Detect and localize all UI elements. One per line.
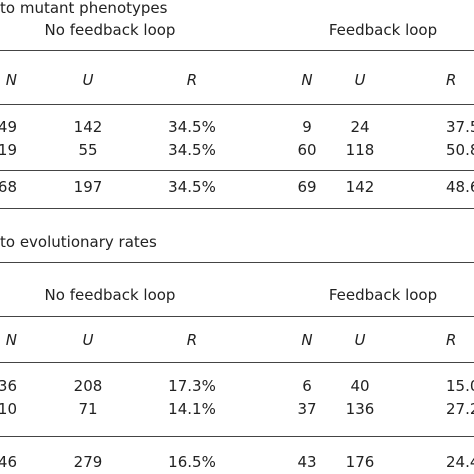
total-cell: 279 [73, 453, 103, 471]
table-rule [0, 50, 474, 51]
table-cell: 24 [350, 118, 370, 136]
column-header: U [354, 71, 366, 89]
table-cell: 14.1% [168, 400, 216, 418]
column-header: R [186, 71, 198, 89]
group-header: No feedback loop [44, 286, 176, 304]
table-cell: 19 [0, 141, 17, 159]
column-header: U [354, 331, 366, 349]
table-rule [0, 208, 474, 209]
total-cell: 68 [0, 178, 17, 196]
total-cell: 43 [297, 453, 317, 471]
group-header: No feedback loop [44, 21, 176, 39]
column-header: R [186, 331, 198, 349]
column-header: N [5, 71, 17, 89]
column-header: N [5, 331, 17, 349]
table-cell: 15.0 [446, 377, 474, 395]
table-cell: 142 [73, 118, 103, 136]
table-rule [0, 362, 474, 363]
total-cell: 16.5% [168, 453, 216, 471]
table-cell: 27.2 [446, 400, 474, 418]
total-cell: 48.6 [446, 178, 474, 196]
total-cell: 176 [345, 453, 375, 471]
table-cell: 9 [302, 118, 312, 136]
table-cell: 40 [350, 377, 370, 395]
table-rule [0, 104, 474, 105]
table-rule [0, 436, 474, 437]
table-cell: 55 [78, 141, 98, 159]
total-cell: 34.5% [168, 178, 216, 196]
table-cell: 118 [345, 141, 375, 159]
total-cell: 142 [345, 178, 375, 196]
table-cell: 36 [0, 377, 17, 395]
table-cell: 71 [78, 400, 98, 418]
table-cell: 34.5% [168, 141, 216, 159]
total-cell: 24.4 [446, 453, 474, 471]
table-cell: 34.5% [168, 118, 216, 136]
total-cell: 46 [0, 453, 17, 471]
table-cell: 10 [0, 400, 17, 418]
table-rule [0, 316, 474, 317]
total-cell: 197 [73, 178, 103, 196]
section-title: to mutant phenotypes [0, 0, 168, 17]
column-header: R [446, 71, 457, 89]
section-title: to evolutionary rates [0, 233, 157, 251]
table-cell: 136 [345, 400, 375, 418]
table-cell: 50.8 [446, 141, 474, 159]
table-cell: 208 [73, 377, 103, 395]
group-header: Feedback loop [328, 286, 438, 304]
column-header: N [301, 331, 313, 349]
column-header: U [82, 71, 94, 89]
table-cell: 49 [0, 118, 17, 136]
table-cell: 37.5 [446, 118, 474, 136]
group-header: Feedback loop [328, 21, 438, 39]
total-cell: 69 [297, 178, 317, 196]
table-cell: 37 [297, 400, 317, 418]
table-cell: 60 [297, 141, 317, 159]
column-header: N [301, 71, 313, 89]
table-rule [0, 170, 474, 171]
column-header: R [446, 331, 457, 349]
table-rule [0, 262, 474, 263]
table-cell: 6 [302, 377, 312, 395]
column-header: U [82, 331, 94, 349]
table-cell: 17.3% [168, 377, 216, 395]
